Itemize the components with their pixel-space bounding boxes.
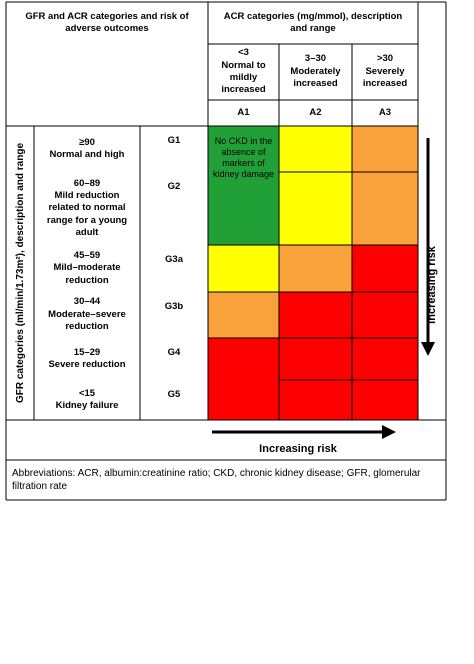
row-range: 60–89 (73, 177, 101, 189)
column-header: >30 Severely increased (352, 44, 418, 100)
column-code: A3 (352, 100, 418, 126)
risk-cell (278, 337, 353, 381)
column-code: A2 (279, 100, 352, 126)
column-description: Severely increased (362, 65, 408, 90)
row-description: <15 Kidney failure (34, 380, 140, 420)
row-description-text: Moderate–severe reduction (48, 308, 126, 333)
row-code-text: G3a (165, 254, 183, 265)
risk-cell (278, 379, 353, 421)
column-header: 3–30 Moderately increased (279, 44, 352, 100)
risk-cell (351, 244, 419, 293)
risk-horizontal: Increasing risk (259, 442, 337, 455)
risk-cell (351, 171, 419, 246)
column-description: Normal to mildly increased (221, 59, 266, 96)
header-left: GFR and ACR categories and risk of adver… (25, 10, 189, 34)
column-code-text: A1 (237, 106, 250, 118)
arrow-head (421, 342, 435, 356)
side-label: GFR categories (ml/min/1.73m²), descript… (14, 142, 26, 404)
abbreviations: Abbreviations: ACR, albumin:creatinine r… (12, 468, 421, 492)
arrow-head (382, 425, 396, 439)
row-description-text: Kidney failure (55, 400, 119, 411)
row-code: G5 (140, 380, 208, 420)
column-code-text: A3 (378, 106, 392, 118)
row-range: 30–44 (73, 296, 101, 308)
risk-cell (278, 171, 353, 246)
row-description-text: Severe reduction (48, 359, 126, 370)
row-code-text: G4 (167, 347, 181, 358)
row-description: 30–44 Moderate–severe reduction (34, 292, 140, 338)
risk-cell (278, 244, 353, 293)
row-code-text: G1 (167, 135, 181, 146)
risk-cell (278, 125, 353, 173)
column-code: A1 (208, 100, 279, 126)
column-range: <3 (238, 47, 249, 59)
risk-vertical: Increasing risk (425, 246, 438, 324)
risk-cell (207, 244, 280, 293)
row-description-text: Mild–moderate reduction (53, 262, 121, 286)
row-description: ≥90 Normal and high (34, 126, 140, 172)
row-code-text: G2 (167, 181, 181, 192)
risk-cell (278, 291, 353, 339)
risk-cell (207, 337, 280, 421)
column-code-text: A2 (309, 106, 322, 118)
row-code-text: G5 (167, 389, 181, 400)
column-description: Moderately increased (290, 65, 341, 90)
green-note: No CKD in the absence of markers of kidn… (208, 128, 279, 188)
column-range: >30 (376, 53, 394, 65)
risk-cell (207, 125, 280, 246)
row-range: <15 (78, 387, 96, 399)
risk-cell (351, 337, 419, 381)
risk-cell (207, 291, 280, 339)
row-range: ≥90 (79, 136, 95, 148)
row-description: 60–89 Mild reduction related to normal ra… (34, 172, 140, 245)
header-right: ACR categories (mg/mmol), description an… (223, 10, 403, 34)
column-range: 3–30 (304, 53, 327, 65)
row-code: G3a (140, 245, 208, 292)
row-range: 15–29 (73, 346, 101, 358)
row-code: G1 (140, 126, 208, 172)
row-code: G3b (140, 292, 208, 338)
row-code-text: G3b (164, 301, 184, 312)
row-description-text: Normal and high (49, 149, 125, 160)
risk-cell (351, 125, 419, 173)
row-code: G4 (140, 338, 208, 380)
column-header: <3 Normal to mildly increased (208, 44, 279, 100)
risk-cell (351, 379, 419, 421)
row-description-text: Mild reduction related to normal range f… (46, 189, 128, 239)
row-code: G2 (140, 172, 208, 245)
row-range: 45–59 (73, 249, 101, 261)
row-description: 15–29 Severe reduction (34, 338, 140, 380)
risk-cell (351, 291, 419, 339)
green-note-text: No CKD in the absence of markers of kidn… (212, 135, 275, 180)
row-description: 45–59 Mild–moderate reduction (34, 245, 140, 292)
